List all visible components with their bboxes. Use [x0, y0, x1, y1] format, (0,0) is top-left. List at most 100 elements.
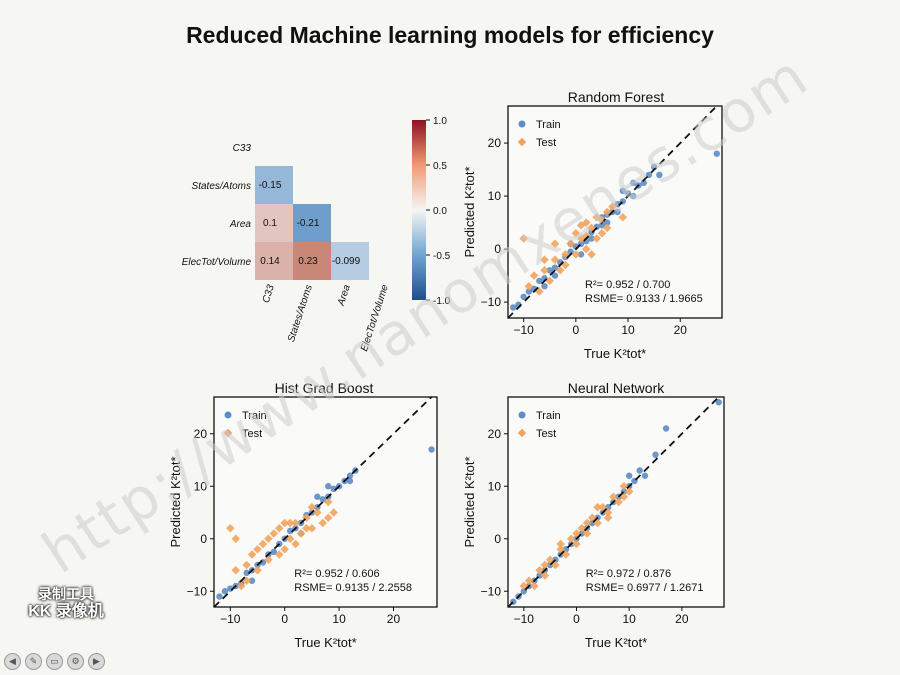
y-tick-label: 0	[494, 532, 501, 546]
heatmap-row-label: C33	[233, 143, 252, 154]
test-point	[545, 276, 554, 286]
test-point	[307, 524, 317, 533]
arrow-left-icon[interactable]: ◀	[4, 652, 21, 670]
train-point	[604, 504, 612, 511]
train-point	[221, 588, 229, 595]
test-point	[524, 576, 534, 585]
y-tick-label: 10	[488, 479, 502, 493]
test-point	[329, 508, 338, 517]
recorder-badge: 录制工具 KK 录像机	[14, 585, 118, 621]
x-tick-label: 0	[281, 612, 288, 626]
metrics-annotation: R²= 0.952 / 0.700	[585, 279, 670, 291]
test-point	[323, 513, 333, 522]
train-point	[713, 150, 720, 157]
test-point	[619, 482, 629, 491]
test-point	[258, 539, 268, 549]
test-point	[264, 555, 273, 564]
test-point	[566, 534, 576, 543]
test-point	[524, 281, 534, 291]
test-point	[593, 503, 602, 512]
y-axis-label: Predicted K²tot*	[462, 456, 477, 547]
settings-icon[interactable]: ⚙	[67, 652, 84, 670]
train-point	[536, 277, 543, 285]
legend-train-marker	[518, 411, 526, 419]
panel-title-random-forest: Random Forest	[567, 89, 665, 105]
heatmap-cell-label: 0.14	[260, 256, 280, 267]
identity-line	[213, 396, 433, 608]
train-point	[270, 548, 278, 556]
test-point	[572, 539, 581, 549]
y-tick-label: 20	[488, 136, 502, 150]
heatmap-cell-label: -0.21	[297, 218, 320, 229]
train-point	[662, 425, 670, 432]
test-point	[323, 497, 333, 507]
x-tick-label: 20	[387, 612, 401, 626]
test-point	[540, 266, 549, 275]
test-point	[556, 539, 565, 549]
test-point	[302, 524, 311, 533]
test-point	[269, 529, 279, 538]
train-point	[520, 293, 527, 300]
train-point	[243, 569, 250, 577]
test-point	[291, 539, 300, 549]
train-point	[656, 171, 663, 179]
pen-icon[interactable]: ✎	[25, 652, 42, 670]
test-point	[529, 271, 539, 280]
train-point	[510, 304, 517, 311]
y-tick-label: 20	[194, 427, 208, 441]
metrics-annotation: RSME= 0.9135 / 2.2558	[294, 582, 412, 594]
heatmap-row-label: ElecTot/Volume	[182, 257, 252, 268]
train-point	[577, 251, 585, 258]
identity-line	[507, 396, 720, 608]
heatmap-cell	[331, 242, 369, 280]
test-point	[603, 513, 613, 522]
x-tick-label: 20	[675, 612, 689, 626]
test-point	[582, 529, 592, 538]
test-point	[285, 518, 295, 528]
arrow-right-icon[interactable]: ▶	[88, 652, 105, 670]
heatmap-row-label: Area	[229, 219, 252, 230]
y-tick-label: 0	[200, 532, 207, 546]
colorbar	[412, 120, 426, 300]
test-point	[555, 266, 565, 275]
x-tick-label: 10	[332, 612, 346, 626]
train-point	[286, 527, 294, 535]
train-point	[630, 192, 637, 200]
legend-test-marker	[517, 428, 527, 438]
train-point	[541, 283, 548, 290]
y-axis-label: Predicted K²tot*	[462, 166, 477, 257]
legend-test-label: Test	[242, 428, 262, 440]
colorbar-tick-label: -0.5	[433, 251, 451, 262]
heatmap-cell-label: 0.1	[263, 218, 277, 229]
colorbar-tick-label: 0.5	[433, 161, 447, 172]
y-tick-label: 10	[194, 479, 208, 493]
train-point	[428, 446, 435, 453]
train-point	[319, 496, 326, 503]
test-point	[609, 492, 618, 501]
x-tick-label: 0	[573, 323, 580, 337]
legend-train-label: Train	[536, 119, 561, 131]
train-point	[525, 288, 533, 295]
test-point	[291, 518, 300, 528]
test-point	[280, 518, 289, 528]
test-point	[275, 524, 284, 533]
y-tick-label: 0	[494, 242, 501, 256]
page-icon[interactable]: ▭	[46, 652, 63, 670]
test-point	[614, 497, 623, 507]
x-axis-label: True K²tot*	[584, 346, 646, 361]
heatmap-cell	[255, 204, 293, 242]
train-point	[567, 248, 574, 255]
train-point	[248, 577, 256, 584]
heatmap-cell	[293, 242, 331, 280]
heatmap-cell-label: -0.15	[259, 180, 282, 191]
test-point	[550, 255, 560, 264]
train-point	[546, 267, 553, 274]
test-point	[530, 581, 539, 591]
train-point	[216, 593, 223, 600]
x-tick-label: −10	[513, 323, 534, 337]
train-point	[641, 472, 649, 479]
x-tick-label: 10	[622, 612, 636, 626]
y-tick-label: −10	[481, 584, 502, 598]
